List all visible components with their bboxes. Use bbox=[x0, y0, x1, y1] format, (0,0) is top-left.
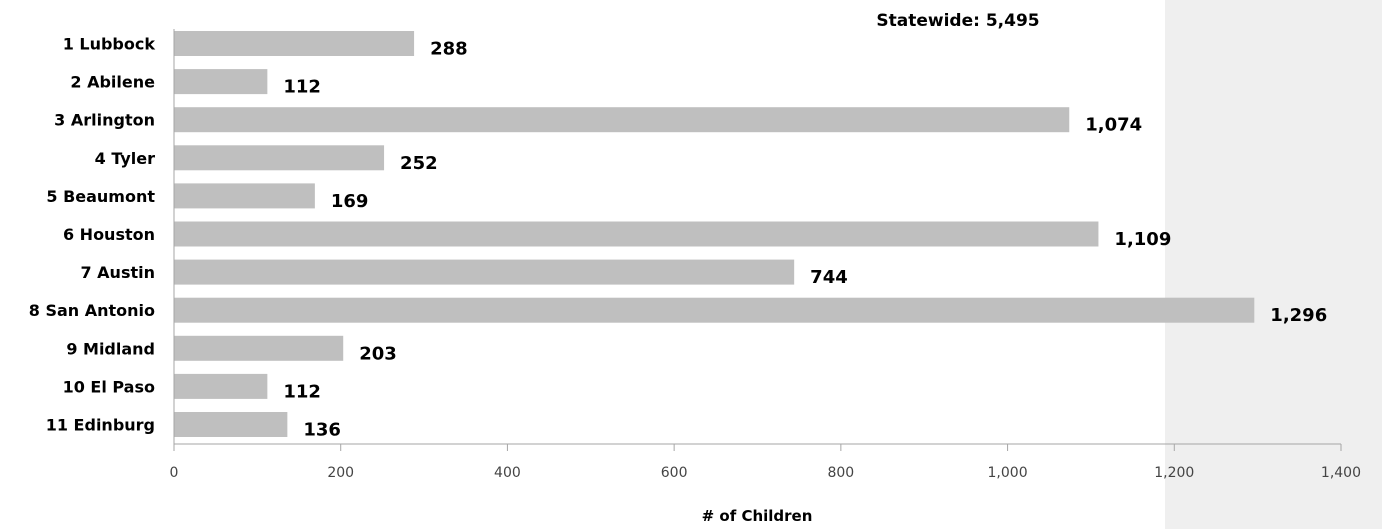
bar bbox=[174, 69, 268, 95]
category-label: 10 El Paso bbox=[63, 377, 155, 396]
x-tick-label: 200 bbox=[327, 465, 354, 481]
bar bbox=[174, 373, 268, 399]
value-label: 1,296 bbox=[1270, 305, 1327, 326]
value-label: 744 bbox=[810, 267, 848, 288]
bar bbox=[174, 107, 1070, 133]
value-label: 288 bbox=[430, 39, 468, 60]
bar bbox=[174, 259, 795, 285]
x-tick-label: 1,000 bbox=[988, 465, 1028, 481]
category-label: 7 Austin bbox=[80, 263, 155, 282]
bar bbox=[174, 297, 1255, 323]
bar bbox=[174, 31, 415, 56]
statewide-annotation: Statewide: 5,495 bbox=[876, 11, 1039, 31]
bar bbox=[174, 412, 288, 437]
category-label: 6 Houston bbox=[63, 225, 155, 244]
bar bbox=[174, 183, 315, 209]
category-label: 5 Beaumont bbox=[46, 187, 155, 206]
value-label: 1,074 bbox=[1085, 115, 1142, 136]
x-tick-label: 1,400 bbox=[1321, 465, 1361, 481]
x-axis-title: # of Children bbox=[702, 507, 813, 525]
category-label: 8 San Antonio bbox=[29, 301, 155, 320]
value-label: 252 bbox=[400, 153, 438, 174]
value-label: 112 bbox=[283, 381, 321, 402]
value-label: 203 bbox=[359, 343, 397, 364]
category-label: 4 Tyler bbox=[95, 149, 155, 168]
category-label: 3 Arlington bbox=[54, 111, 155, 130]
shaded-panel bbox=[1165, 0, 1382, 529]
x-tick-label: 800 bbox=[827, 465, 854, 481]
category-label: 11 Edinburg bbox=[46, 416, 155, 435]
x-tick-label: 1,200 bbox=[1154, 465, 1194, 481]
category-label: 9 Midland bbox=[66, 339, 155, 358]
value-label: 112 bbox=[283, 77, 321, 98]
bar bbox=[174, 335, 344, 361]
x-tick-label: 600 bbox=[661, 465, 688, 481]
bar bbox=[174, 221, 1099, 247]
x-tick-label: 400 bbox=[494, 465, 521, 481]
bar bbox=[174, 145, 385, 171]
category-label: 1 Lubbock bbox=[63, 35, 156, 54]
x-tick-label: 0 bbox=[170, 465, 179, 481]
value-label: 136 bbox=[303, 420, 341, 441]
value-label: 169 bbox=[331, 191, 369, 212]
value-label: 1,109 bbox=[1114, 229, 1171, 250]
category-label: 2 Abilene bbox=[70, 73, 155, 92]
